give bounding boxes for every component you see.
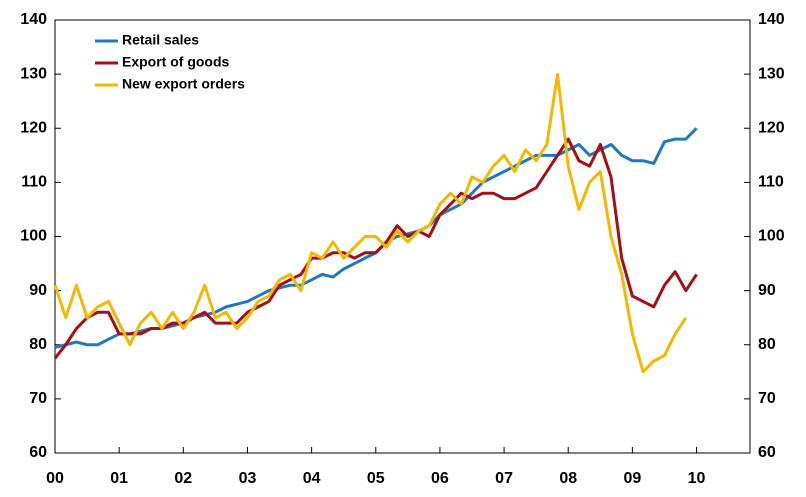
y-tick-label-right: 130 <box>758 65 785 82</box>
y-tick-label-right: 140 <box>758 11 785 28</box>
y-tick-label-right: 60 <box>758 444 776 461</box>
y-tick-label: 140 <box>20 11 47 28</box>
x-tick-label: 05 <box>367 470 385 487</box>
y-tick-label-right: 100 <box>758 228 785 245</box>
y-tick-label: 60 <box>29 444 47 461</box>
y-tick-label: 130 <box>20 65 47 82</box>
legend-label: Retail sales <box>122 32 199 48</box>
y-tick-label: 120 <box>20 119 47 136</box>
y-tick-label: 110 <box>21 174 47 191</box>
x-tick-label: 00 <box>46 470 64 487</box>
y-tick-label: 100 <box>20 228 47 245</box>
series-line <box>53 72 688 374</box>
x-tick-label: 01 <box>110 470 128 487</box>
legend-label: New export orders <box>122 76 245 92</box>
x-tick-label: 06 <box>431 470 449 487</box>
y-tick-label-right: 80 <box>758 336 776 353</box>
x-tick-label: 03 <box>239 470 257 487</box>
y-tick-label: 80 <box>29 336 47 353</box>
x-tick-label: 09 <box>623 470 641 487</box>
y-tick-label: 90 <box>29 282 47 299</box>
y-tick-label-right: 120 <box>758 119 785 136</box>
x-tick-label: 08 <box>559 470 577 487</box>
y-tick-label: 70 <box>29 390 47 407</box>
y-tick-label-right: 110 <box>758 174 784 191</box>
y-tick-label-right: 70 <box>758 390 776 407</box>
x-tick-label: 10 <box>688 470 706 487</box>
x-tick-label: 02 <box>174 470 192 487</box>
x-tick-label: 04 <box>303 470 321 487</box>
x-tick-label: 07 <box>495 470 513 487</box>
legend-label: Export of goods <box>122 54 230 70</box>
y-tick-label-right: 90 <box>758 282 776 299</box>
